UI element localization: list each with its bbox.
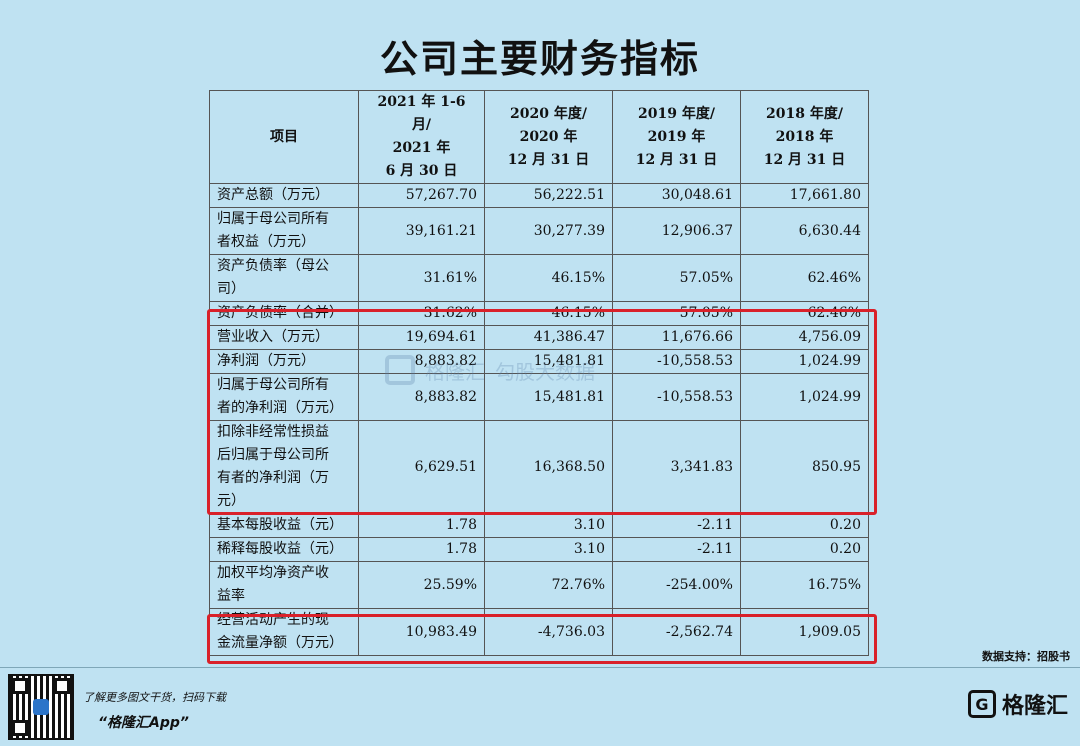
promo-app-name: “格隆汇App” (98, 715, 189, 731)
row-value: 62.46% (740, 254, 869, 302)
row-value: 6,629.51 (358, 420, 485, 514)
row-label: 加权平均净资产收 益率 (209, 561, 359, 609)
table-row: 基本每股收益（元） 1.78 3.10 -2.11 0.20 (209, 513, 869, 538)
footer-divider (0, 667, 1080, 668)
header-2020: 2020 年度/2020 年 12 月 31 日 (484, 90, 613, 184)
table-row: 加权平均净资产收 益率 25.59% 72.76% -254.00% 16.75% (209, 561, 869, 609)
row-value: 30,048.61 (612, 183, 741, 208)
row-value: 11,676.66 (612, 325, 741, 350)
row-value: 8,883.82 (358, 373, 485, 421)
row-value: 30,277.39 (484, 207, 613, 255)
row-value: 10,983.49 (358, 608, 485, 656)
row-value: -2.11 (612, 513, 741, 538)
page-title: 公司主要财务指标 (379, 37, 700, 81)
brand-logo: G 格隆汇 (968, 689, 1068, 719)
row-label: 扣除非经常性损益 后归属于母公司所 有者的净利润（万 元） (209, 420, 359, 514)
row-value: 6,630.44 (740, 207, 869, 255)
table-row: 归属于母公司所有 者权益（万元） 39,161.21 30,277.39 12,906.… (209, 207, 869, 255)
row-value: 1,024.99 (740, 373, 869, 421)
row-value: 3.10 (484, 513, 613, 538)
header-2019: 2019 年度/2019 年 12 月 31 日 (612, 90, 741, 184)
row-label: 归属于母公司所有 者权益（万元） (209, 207, 359, 255)
row-value: 0.20 (740, 513, 869, 538)
row-label: 稀释每股收益（元） (209, 537, 359, 562)
promo-text: 了解更多图文干货，扫码下载 (83, 691, 226, 704)
row-value: 41,386.47 (484, 325, 613, 350)
header-2018: 2018 年度/2018 年 12 月 31 日 (740, 90, 869, 184)
row-value: 46.15% (484, 254, 613, 302)
header-item: 项目 (209, 90, 359, 184)
row-value: 3,341.83 (612, 420, 741, 514)
row-value: 1.78 (358, 537, 485, 562)
row-value: 56,222.51 (484, 183, 613, 208)
row-label: 资产负债率（母公 司） (209, 254, 359, 302)
row-value: 12,906.37 (612, 207, 741, 255)
row-value: -10,558.53 (612, 373, 741, 421)
row-value: 17,661.80 (740, 183, 869, 208)
table-row: 扣除非经常性损益 后归属于母公司所 有者的净利润（万 元） 6,629.51 16,368… (209, 420, 869, 514)
table-row: 净利润（万元） 8,883.82 15,481.81 -10,558.53 1,024.… (209, 349, 869, 374)
table-row: 归属于母公司所有 者的净利润（万元） 8,883.82 15,481.81 -10,55… (209, 373, 869, 421)
g-logo-icon: G (968, 690, 996, 718)
row-label: 净利润（万元） (209, 349, 359, 374)
row-value: 15,481.81 (484, 349, 613, 374)
row-value: 57,267.70 (358, 183, 485, 208)
row-value: 15,481.81 (484, 373, 613, 421)
row-value: 39,161.21 (358, 207, 485, 255)
row-label: 资产总额（万元） (209, 183, 359, 208)
table-row: 稀释每股收益（元） 1.78 3.10 -2.11 0.20 (209, 537, 869, 562)
highlight-box-cashflow (207, 614, 877, 664)
row-value: -2.11 (612, 537, 741, 562)
qr-code[interactable] (8, 674, 74, 740)
data-source: 数据支持：招股书 (982, 650, 1070, 663)
table-row: 资产总额（万元） 57,267.70 56,222.51 30,048.61 17,66… (209, 183, 869, 208)
brand-name: 格隆汇 (1002, 694, 1069, 719)
row-value: 25.59% (358, 561, 485, 609)
row-value: 4,756.09 (740, 325, 869, 350)
row-label: 归属于母公司所有 者的净利润（万元） (209, 373, 359, 421)
row-value: -254.00% (612, 561, 741, 609)
qr-logo-icon (33, 699, 49, 715)
table-row: 资产负债率（母公 司） 31.61% 46.15% 57.05% 62.46% (209, 254, 869, 302)
row-value: 57.05% (612, 254, 741, 302)
row-value: 16.75% (740, 561, 869, 609)
row-value: 46.15% (484, 301, 613, 326)
row-value: 31.61% (358, 254, 485, 302)
row-value: 3.10 (484, 537, 613, 562)
row-value: 1.78 (358, 513, 485, 538)
row-value: 72.76% (484, 561, 613, 609)
row-value: 0.20 (740, 537, 869, 562)
row-label: 基本每股收益（元） (209, 513, 359, 538)
highlight-box-earnings (207, 309, 877, 515)
